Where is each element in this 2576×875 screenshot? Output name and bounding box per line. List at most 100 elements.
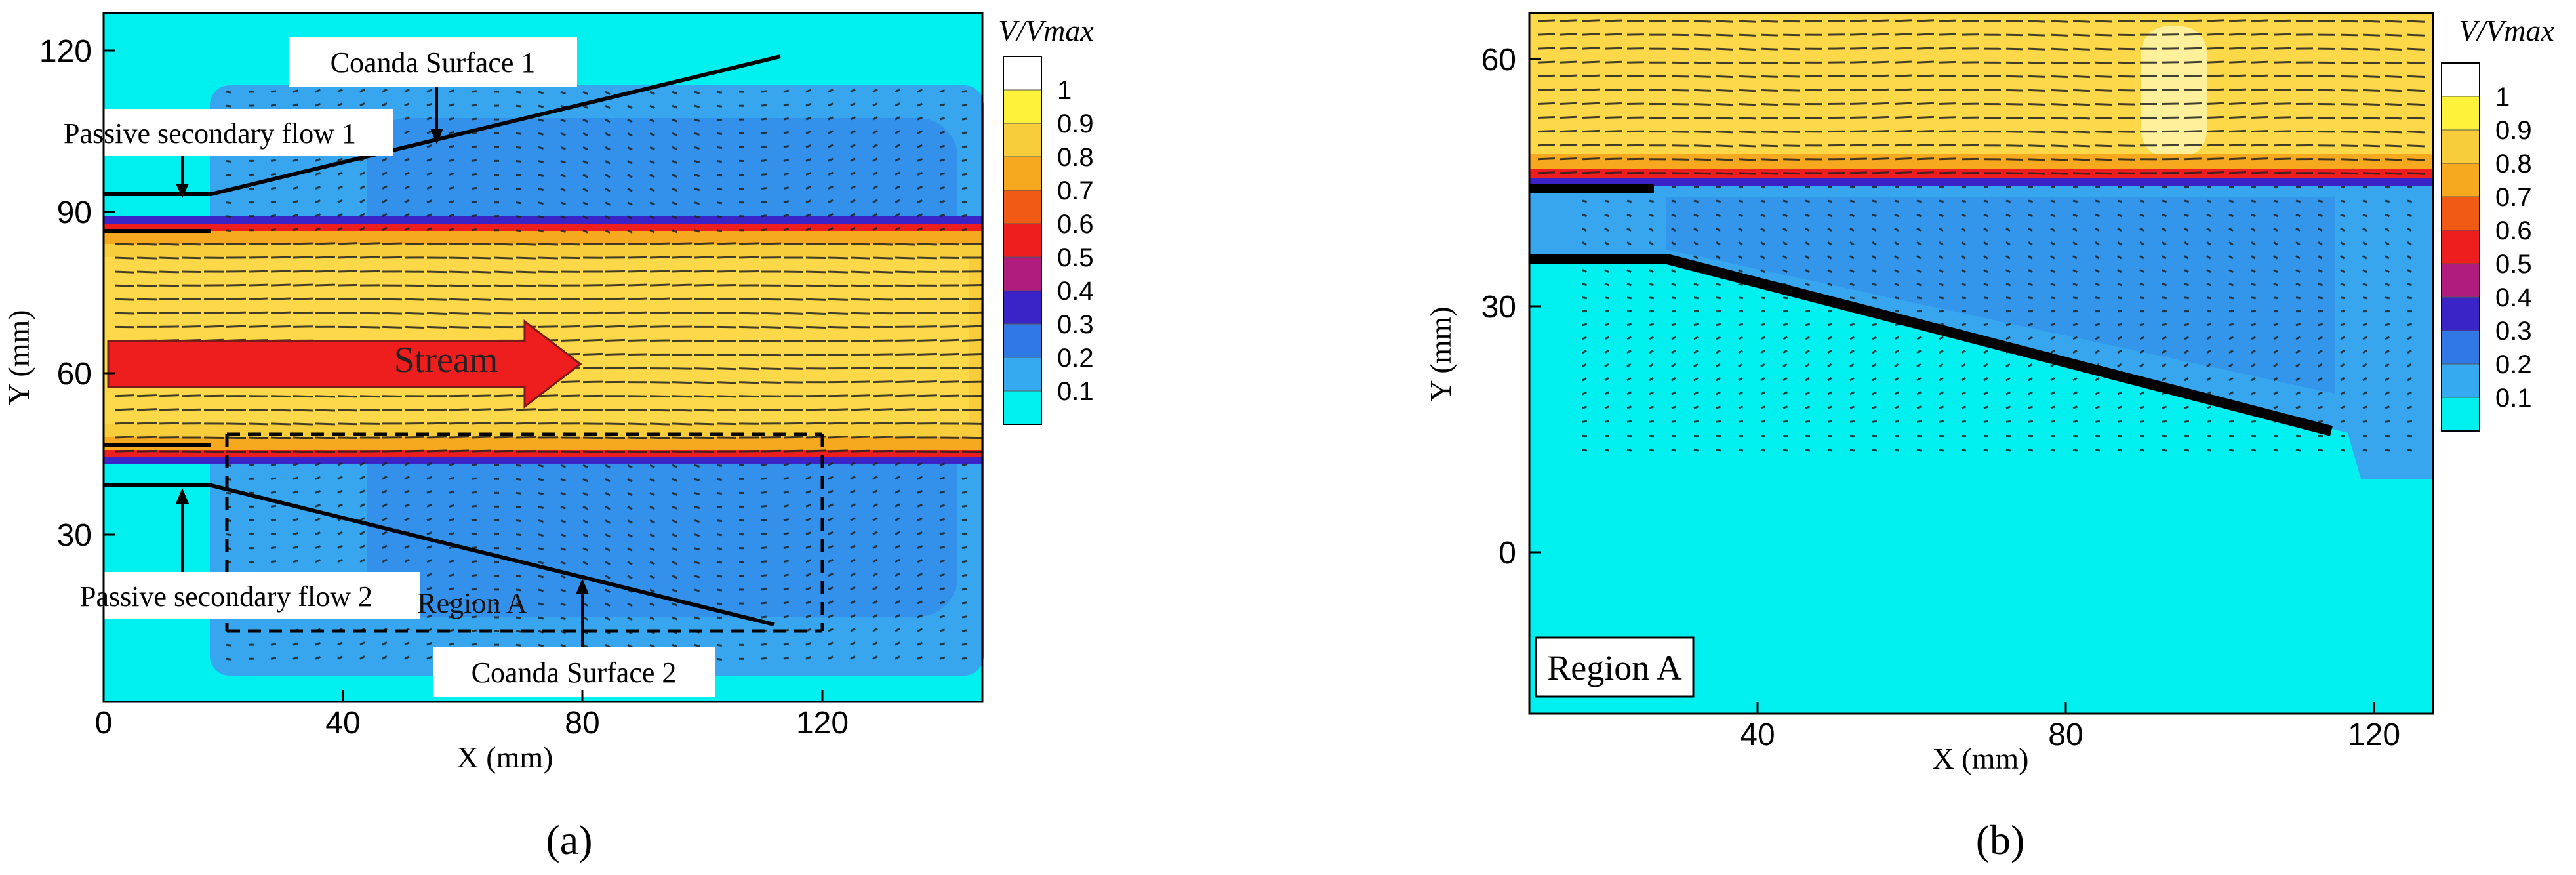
velocity-vector xyxy=(828,185,834,190)
velocity-vector xyxy=(649,409,670,412)
velocity-vector xyxy=(850,243,871,246)
velocity-vector xyxy=(2407,323,2413,327)
velocity-vector xyxy=(582,450,603,453)
velocity-vector xyxy=(2385,283,2390,287)
velocity-vector xyxy=(1738,61,1756,65)
velocity-vector xyxy=(2295,350,2301,354)
velocity-vector xyxy=(627,533,633,538)
velocity-vector xyxy=(1872,199,1878,203)
velocity-vector xyxy=(872,531,878,535)
velocity-vector xyxy=(1738,363,1743,368)
velocity-vector xyxy=(2117,363,2122,368)
velocity-vector xyxy=(1649,449,1655,452)
velocity-vector xyxy=(315,641,321,646)
velocity-vector xyxy=(649,450,670,453)
velocity-vector xyxy=(1626,336,1632,340)
velocity-vector xyxy=(605,491,611,497)
a-colorbar-swatch xyxy=(1003,190,1042,224)
velocity-vector xyxy=(493,243,514,246)
velocity-vector xyxy=(1849,405,1855,409)
b-colorbar-swatch xyxy=(2441,96,2480,131)
velocity-vector xyxy=(1849,449,1855,452)
velocity-vector xyxy=(1582,33,1600,36)
velocity-vector xyxy=(1827,350,1832,354)
velocity-vector xyxy=(292,228,299,232)
velocity-vector xyxy=(203,243,224,246)
velocity-vector xyxy=(1827,449,1833,452)
velocity-vector xyxy=(1604,336,1610,340)
velocity-vector xyxy=(1716,255,1721,260)
velocity-vector xyxy=(2362,241,2367,246)
velocity-vector xyxy=(627,478,633,483)
velocity-vector xyxy=(805,158,812,162)
velocity-vector xyxy=(805,422,826,425)
velocity-vector xyxy=(1626,376,1632,382)
velocity-vector xyxy=(382,531,388,535)
a-colorbar-title: V/Vmax xyxy=(998,14,1094,47)
velocity-vector xyxy=(2095,172,2113,175)
velocity-vector xyxy=(292,158,299,162)
velocity-vector xyxy=(1782,363,1788,368)
velocity-vector xyxy=(1894,47,1912,50)
velocity-vector xyxy=(1916,420,1922,423)
velocity-vector xyxy=(917,476,923,480)
velocity-vector xyxy=(1849,283,1855,287)
velocity-vector xyxy=(716,173,723,177)
velocity-vector xyxy=(1671,172,1689,174)
velocity-vector xyxy=(2340,241,2345,246)
b-colorbar-level-label: 0.1 xyxy=(2495,384,2532,413)
velocity-vector xyxy=(895,380,916,384)
velocity-vector xyxy=(961,311,982,314)
velocity-vector xyxy=(2139,391,2144,396)
velocity-vector xyxy=(672,188,677,192)
velocity-vector xyxy=(1849,199,1855,203)
velocity-vector xyxy=(828,614,834,619)
velocity-vector xyxy=(872,627,878,632)
velocity-vector xyxy=(1582,227,1587,232)
velocity-vector xyxy=(1738,405,1744,409)
velocity-vector xyxy=(895,614,900,619)
velocity-vector xyxy=(2184,19,2202,22)
velocity-vector xyxy=(2228,74,2247,77)
velocity-vector xyxy=(1649,336,1655,340)
velocity-vector xyxy=(2139,199,2145,203)
velocity-vector xyxy=(1582,19,1600,22)
velocity-vector xyxy=(315,270,336,273)
velocity-vector xyxy=(2362,269,2367,274)
velocity-vector xyxy=(872,558,878,563)
velocity-vector xyxy=(449,587,455,591)
velocity-vector xyxy=(337,489,343,494)
velocity-vector xyxy=(2206,227,2211,232)
velocity-vector xyxy=(1894,391,1899,396)
velocity-vector xyxy=(404,157,410,162)
velocity-vector xyxy=(1782,350,1788,354)
velocity-vector xyxy=(828,489,834,494)
velocity-vector xyxy=(1805,283,1811,287)
velocity-vector xyxy=(2362,405,2368,409)
a-colorbar-swatch xyxy=(1003,390,1042,425)
velocity-vector xyxy=(2028,199,2034,203)
velocity-vector xyxy=(226,450,247,453)
velocity-vector xyxy=(2162,323,2167,327)
velocity-vector xyxy=(761,312,782,315)
velocity-vector xyxy=(872,185,878,190)
velocity-vector xyxy=(2407,89,2425,92)
velocity-vector xyxy=(2295,213,2301,218)
velocity-vector xyxy=(426,158,432,162)
velocity-vector xyxy=(471,312,492,315)
velocity-vector xyxy=(1582,376,1587,382)
velocity-vector xyxy=(605,478,611,483)
velocity-vector xyxy=(805,531,812,535)
velocity-vector xyxy=(582,132,588,137)
velocity-vector xyxy=(649,506,655,510)
velocity-vector xyxy=(1961,350,1966,354)
velocity-vector xyxy=(426,116,432,121)
velocity-vector xyxy=(2407,199,2413,203)
velocity-vector xyxy=(850,641,856,646)
velocity-vector xyxy=(2050,336,2056,340)
b-y-tick-60: 60 xyxy=(1481,43,1516,77)
velocity-vector xyxy=(627,602,633,607)
velocity-vector xyxy=(1872,376,1877,382)
velocity-vector xyxy=(850,88,856,93)
velocity-vector xyxy=(694,354,715,356)
